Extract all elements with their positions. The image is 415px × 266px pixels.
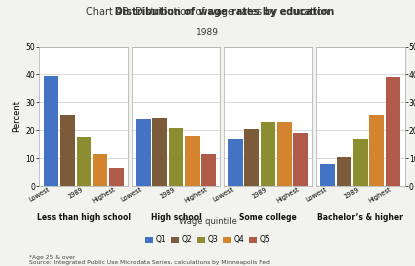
Bar xyxy=(353,139,368,186)
Text: Bachelor’s & higher: Bachelor’s & higher xyxy=(317,213,403,222)
Legend: Q1, Q2, Q3, Q4, Q5: Q1, Q2, Q3, Q4, Q5 xyxy=(142,232,273,248)
Bar xyxy=(60,115,75,186)
Bar xyxy=(93,154,107,186)
Bar xyxy=(337,157,351,186)
Bar xyxy=(44,76,59,186)
Text: 1989: 1989 xyxy=(196,28,219,37)
Bar xyxy=(320,164,335,186)
Bar xyxy=(386,77,400,186)
Bar xyxy=(228,139,243,186)
Text: Some college: Some college xyxy=(239,213,297,222)
Bar xyxy=(185,136,200,186)
Bar xyxy=(109,168,124,186)
Bar xyxy=(76,137,91,186)
Text: *Age 25 & over: *Age 25 & over xyxy=(29,255,75,260)
Text: Wage quintile: Wage quintile xyxy=(178,217,237,226)
Text: Less than high school: Less than high school xyxy=(37,213,131,222)
Bar xyxy=(201,154,216,186)
Bar xyxy=(136,119,151,186)
Bar xyxy=(261,122,276,186)
Bar xyxy=(369,115,384,186)
Bar xyxy=(277,122,292,186)
Bar xyxy=(293,133,308,186)
Text: Source: Integrated Public Use Microdata Series, calculations by Minneapolis Fed: Source: Integrated Public Use Microdata … xyxy=(29,260,270,265)
Text: Chart 4B. Distribution of wage rates by education: Chart 4B. Distribution of wage rates by … xyxy=(86,7,329,17)
Bar xyxy=(244,129,259,186)
Bar xyxy=(168,128,183,186)
Text: Distribution of wage rates by education: Distribution of wage rates by education xyxy=(81,7,334,17)
Text: High school: High school xyxy=(151,213,201,222)
Bar xyxy=(152,118,167,186)
Y-axis label: Percent: Percent xyxy=(12,100,21,132)
